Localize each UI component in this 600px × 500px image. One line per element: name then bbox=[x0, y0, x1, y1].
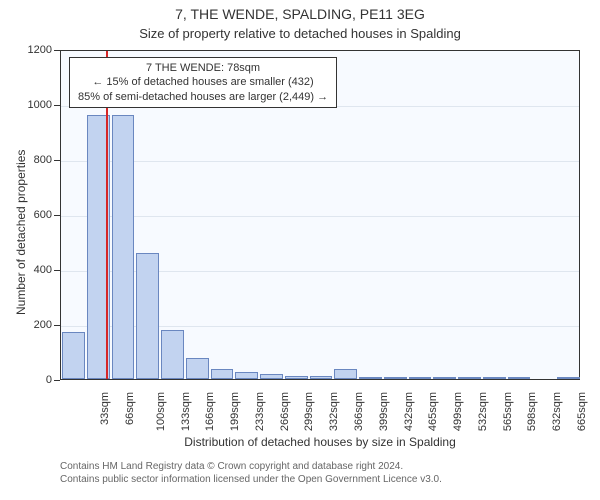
bar bbox=[508, 377, 531, 379]
x-tick-label: 133sqm bbox=[180, 392, 192, 431]
bar bbox=[235, 372, 258, 379]
x-tick-label: 499sqm bbox=[452, 392, 464, 431]
bar bbox=[136, 253, 159, 380]
bar bbox=[458, 377, 481, 379]
legend-line1: 7 THE WENDE: 78sqm bbox=[78, 61, 328, 75]
figure-title-line2: Size of property relative to detached ho… bbox=[0, 26, 600, 41]
y-tick-label: 400 bbox=[26, 264, 52, 276]
x-tick-label: 632sqm bbox=[551, 392, 563, 431]
x-tick-label: 100sqm bbox=[155, 392, 167, 431]
legend-line3: 85% of semi-detached houses are larger (… bbox=[78, 90, 328, 104]
x-tick-label: 33sqm bbox=[99, 392, 111, 425]
x-tick-label: 432sqm bbox=[403, 392, 415, 431]
y-tick-label: 1000 bbox=[26, 99, 52, 111]
credits-line1: Contains HM Land Registry data © Crown c… bbox=[60, 460, 442, 473]
legend-line2: ← 15% of detached houses are smaller (43… bbox=[78, 75, 328, 89]
y-tick-label: 200 bbox=[26, 319, 52, 331]
y-tick-label: 1200 bbox=[26, 44, 52, 56]
x-axis-title: Distribution of detached houses by size … bbox=[60, 435, 580, 449]
y-tick bbox=[54, 50, 60, 51]
x-tick-label: 199sqm bbox=[229, 392, 241, 431]
bar bbox=[285, 376, 308, 379]
bar bbox=[483, 377, 506, 379]
y-tick-label: 600 bbox=[26, 209, 52, 221]
bar bbox=[557, 377, 580, 379]
bar bbox=[161, 330, 184, 380]
bar bbox=[186, 358, 209, 379]
x-tick-label: 266sqm bbox=[279, 392, 291, 431]
y-tick bbox=[54, 215, 60, 216]
x-tick-label: 598sqm bbox=[526, 392, 538, 431]
bar bbox=[112, 115, 135, 379]
x-tick-label: 233sqm bbox=[254, 392, 266, 431]
plot-area: 7 THE WENDE: 78sqm← 15% of detached hous… bbox=[60, 50, 580, 380]
credits-line2: Contains public sector information licen… bbox=[60, 473, 442, 486]
y-axis-title: Number of detached properties bbox=[14, 150, 28, 315]
y-tick bbox=[54, 105, 60, 106]
x-tick-label: 665sqm bbox=[576, 392, 588, 431]
y-tick bbox=[54, 325, 60, 326]
figure: 7, THE WENDE, SPALDING, PE11 3EG Size of… bbox=[0, 0, 600, 500]
y-tick-label: 0 bbox=[26, 374, 52, 386]
y-tick bbox=[54, 380, 60, 381]
x-tick-label: 366sqm bbox=[353, 392, 365, 431]
bar bbox=[433, 377, 456, 379]
bar bbox=[384, 377, 407, 379]
bar bbox=[359, 377, 382, 379]
bar bbox=[310, 376, 333, 379]
x-tick-label: 532sqm bbox=[477, 392, 489, 431]
x-tick-label: 399sqm bbox=[378, 392, 390, 431]
x-tick-label: 565sqm bbox=[502, 392, 514, 431]
bar bbox=[62, 332, 85, 379]
credits: Contains HM Land Registry data © Crown c… bbox=[60, 460, 442, 486]
x-tick-label: 299sqm bbox=[304, 392, 316, 431]
x-tick-label: 465sqm bbox=[427, 392, 439, 431]
x-tick-label: 166sqm bbox=[205, 392, 217, 431]
legend-box: 7 THE WENDE: 78sqm← 15% of detached hous… bbox=[69, 57, 337, 108]
y-tick bbox=[54, 270, 60, 271]
figure-title-line1: 7, THE WENDE, SPALDING, PE11 3EG bbox=[0, 6, 600, 22]
y-tick-label: 800 bbox=[26, 154, 52, 166]
x-tick-label: 66sqm bbox=[124, 392, 136, 425]
bar bbox=[409, 377, 432, 379]
bar bbox=[260, 374, 283, 379]
y-tick bbox=[54, 160, 60, 161]
gridline bbox=[61, 161, 579, 162]
bar bbox=[334, 369, 357, 379]
x-tick-label: 332sqm bbox=[328, 392, 340, 431]
bar bbox=[211, 369, 234, 379]
gridline bbox=[61, 216, 579, 217]
